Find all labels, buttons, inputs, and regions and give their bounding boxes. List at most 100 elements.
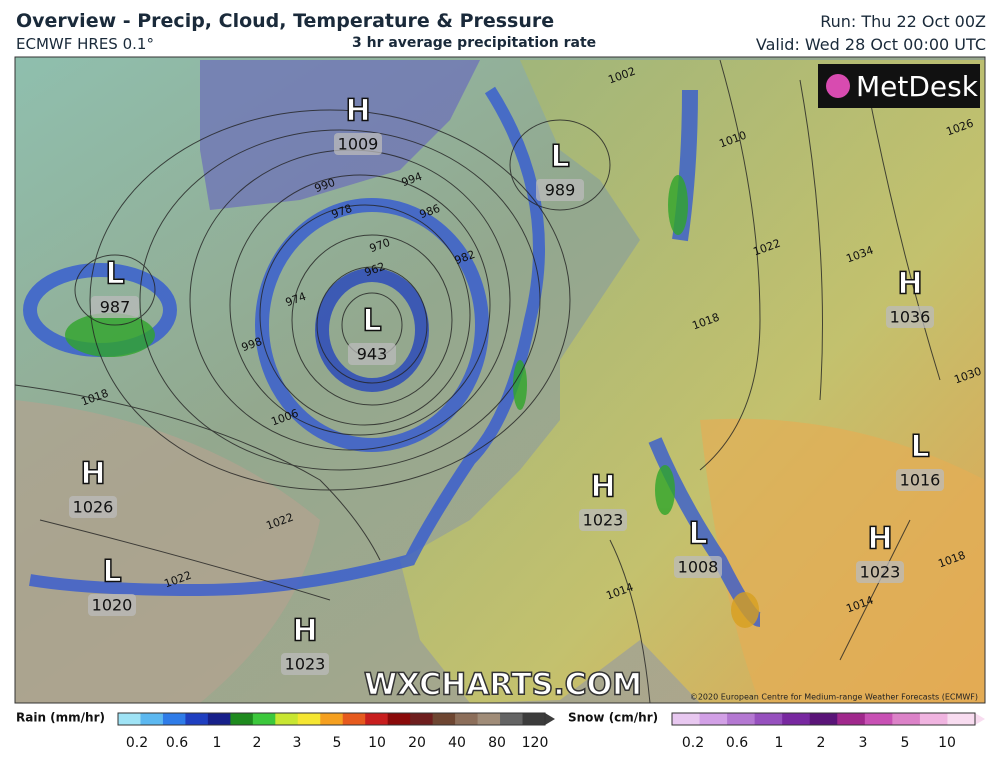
- pressure-value-box: [334, 133, 382, 155]
- rain-colorbar: [387, 713, 411, 725]
- pressure-letter: H: [897, 267, 922, 302]
- run-time: Run: Thu 22 Oct 00Z: [820, 12, 986, 31]
- snow-colorbar-frame: [671, 712, 976, 726]
- rain-colorbar-frame: [117, 712, 546, 726]
- snow-colorbar-arrow: [975, 713, 985, 725]
- snow-colorbar: [864, 713, 893, 725]
- pressure-value: 1023: [285, 655, 326, 674]
- pressure-letter: H: [292, 614, 317, 649]
- rain-colorbar: [140, 713, 164, 725]
- rain-tick-label: 40: [448, 735, 466, 751]
- heavy-precip: [65, 175, 759, 628]
- rain-colorbar: [230, 713, 254, 725]
- snow-tick-label: 1: [775, 735, 784, 751]
- logo-icon: [826, 74, 850, 98]
- map-subtitle: 3 hr average precipitation rate: [352, 35, 597, 51]
- snow-colorbar: [892, 713, 921, 725]
- snow-tick-label: 3: [859, 735, 868, 751]
- pressure-value-box: [886, 306, 934, 328]
- pressure-value-box: [579, 509, 627, 531]
- map-frame: [14, 56, 986, 704]
- snow-colorbar: [919, 713, 948, 725]
- snow-tick-label: 0.2: [682, 735, 704, 751]
- rain-colorbar: [342, 713, 366, 725]
- rain-tick-label: 120: [522, 735, 549, 751]
- rain-colorbar: [410, 713, 434, 725]
- rain-colorbar: [185, 713, 209, 725]
- snow-colorbar: [837, 713, 866, 725]
- pressure-value: 987: [100, 298, 131, 317]
- rain-colorbar: [455, 713, 479, 725]
- map-area: [15, 57, 985, 703]
- pressure-value-box: [896, 469, 944, 491]
- rain-colorbar: [162, 713, 186, 725]
- pressure-value-box: [281, 653, 329, 675]
- pressure-value-box: [69, 496, 117, 518]
- pressure-value-box: [348, 343, 396, 365]
- rain-tick-label: 20: [408, 735, 426, 751]
- rain-colorbar: [432, 713, 456, 725]
- rain-colorbar: [297, 713, 321, 725]
- pressure-letter: H: [867, 522, 892, 557]
- pressure-letter: L: [910, 430, 929, 465]
- map-title: Overview - Precip, Cloud, Temperature & …: [16, 10, 555, 32]
- pressure-value: 1026: [73, 498, 114, 517]
- desert-area: [15, 400, 320, 703]
- pressure-value-box: [856, 561, 904, 583]
- snow-colorbar: [947, 713, 976, 725]
- snow-colorbar: [782, 713, 811, 725]
- pressure-letter: L: [105, 257, 124, 292]
- pressure-value-box: [91, 296, 139, 318]
- snow-colorbar: [672, 713, 701, 725]
- pressure-value: 1036: [890, 308, 931, 327]
- rain-tick-label: 10: [368, 735, 386, 751]
- pressure-letter: L: [102, 555, 121, 590]
- rain-colorbar: [522, 713, 546, 725]
- pressure-letter: H: [345, 94, 370, 129]
- snow-colorbar: [809, 713, 838, 725]
- pressure-value-box: [674, 556, 722, 578]
- watermark: WXCHARTS.COM: [364, 668, 642, 703]
- logo-text: MetDesk: [856, 70, 979, 103]
- rain-tick-label: 0.6: [166, 735, 188, 751]
- pressure-value: 1008: [678, 558, 719, 577]
- pressure-value-box: [88, 594, 136, 616]
- pressure-value: 989: [545, 181, 576, 200]
- rain-colorbar: [477, 713, 501, 725]
- snow-tick-label: 0.6: [726, 735, 748, 751]
- snow-colorbar: [699, 713, 728, 725]
- rain-colorbar: [320, 713, 344, 725]
- rain-colorbar: [252, 713, 276, 725]
- snow-legend-label: Snow (cm/hr): [568, 711, 658, 725]
- rain-colorbar: [118, 713, 141, 725]
- snow-tick-label: 2: [817, 735, 826, 751]
- pressure-value: 1009: [338, 135, 379, 154]
- pressure-letter: H: [80, 457, 105, 492]
- rain-legend-label: Rain (mm/hr): [16, 711, 105, 725]
- pressure-value: 1023: [583, 511, 624, 530]
- rain-tick-label: 1: [213, 735, 222, 751]
- pressure-value: 1016: [900, 471, 941, 490]
- rain-tick-label: 5: [333, 735, 342, 751]
- rain-colorbar-arrow: [545, 713, 555, 725]
- rain-tick-label: 80: [488, 735, 506, 751]
- pressure-letter: L: [362, 304, 381, 339]
- pressure-value: 1020: [92, 596, 133, 615]
- rain-tick-label: 3: [293, 735, 302, 751]
- snow-colorbar: [727, 713, 756, 725]
- copyright: ©2020 European Centre for Medium-range W…: [690, 693, 978, 702]
- rain-colorbar: [275, 713, 299, 725]
- snow-tick-label: 5: [901, 735, 910, 751]
- snow-tick-label: 10: [938, 735, 956, 751]
- rain-tick-label: 0.2: [126, 735, 148, 751]
- pressure-value: 943: [357, 345, 388, 364]
- rain-tick-label: 2: [253, 735, 262, 751]
- isobars: [15, 59, 941, 703]
- pressure-letter: L: [550, 140, 569, 175]
- rain-colorbar: [207, 713, 231, 725]
- pressure-letter: H: [590, 470, 615, 505]
- pressure-value-box: [536, 179, 584, 201]
- rain-colorbar: [365, 713, 389, 725]
